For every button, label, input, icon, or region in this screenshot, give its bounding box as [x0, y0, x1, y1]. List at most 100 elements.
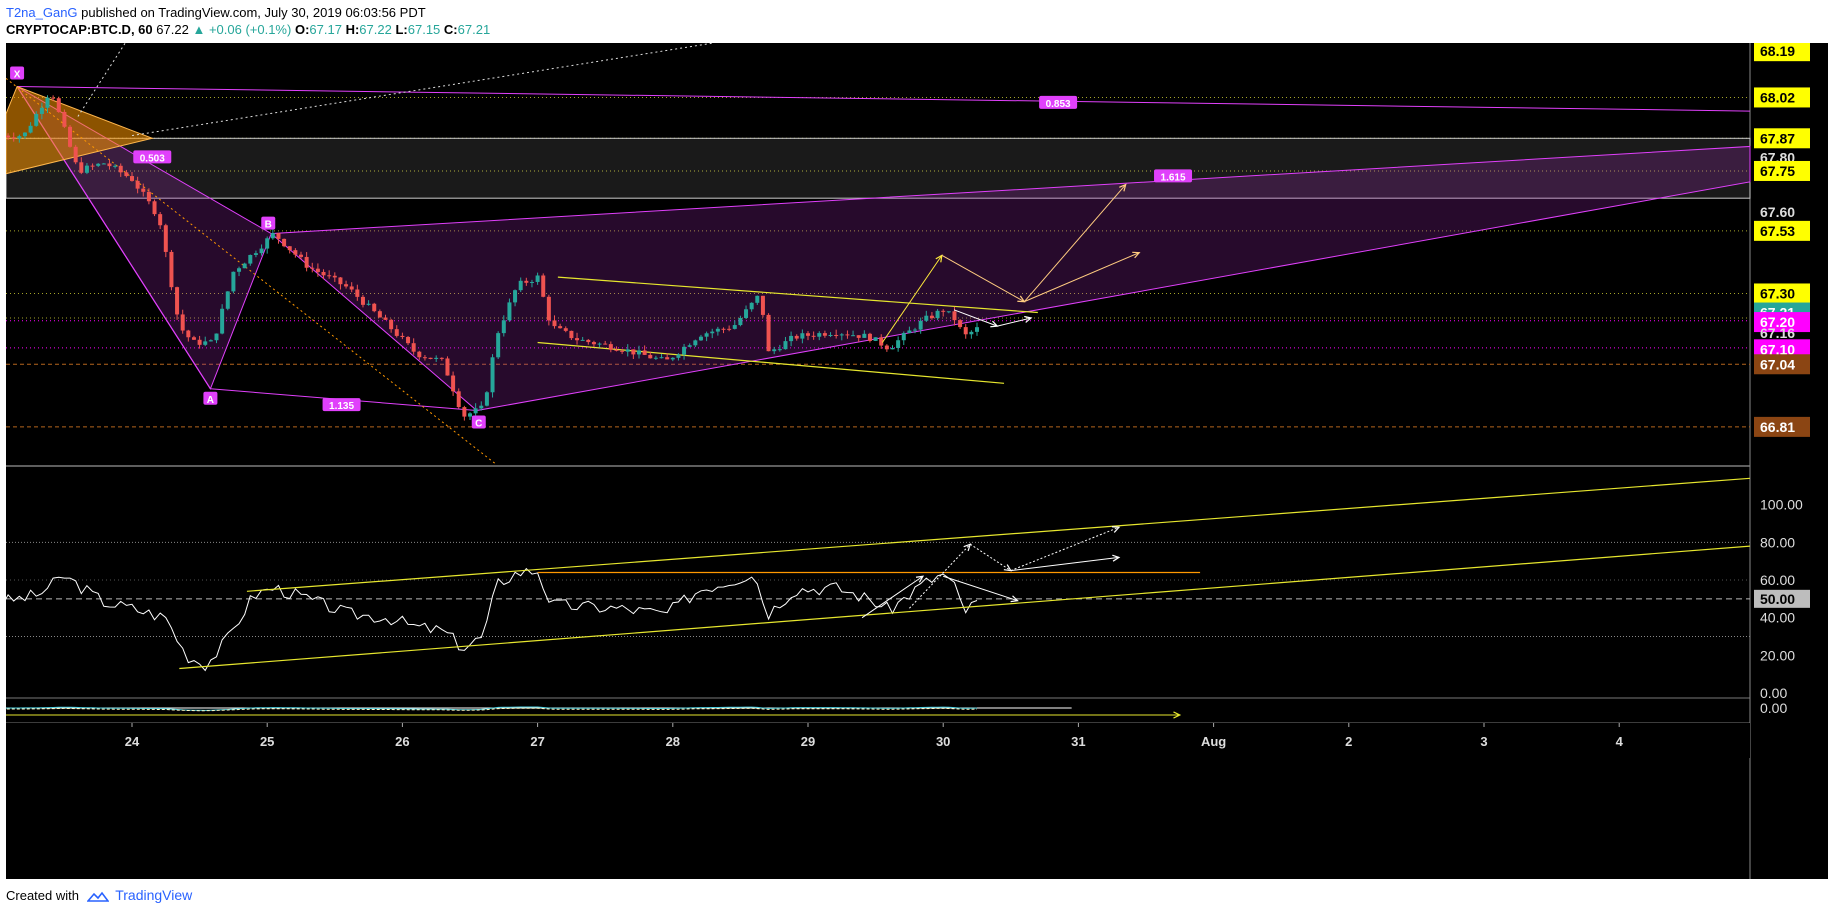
candle-body	[828, 334, 833, 336]
candle-body	[79, 162, 84, 173]
candle-body	[929, 315, 934, 319]
candle-body	[507, 302, 512, 321]
projection-arrow-head	[1119, 183, 1127, 192]
candle-body	[101, 163, 106, 165]
candle-body	[220, 308, 225, 334]
candle-body	[422, 357, 427, 359]
candle-body	[732, 325, 737, 329]
rsi-projection-arrow	[969, 543, 1012, 572]
candle-body	[546, 296, 551, 321]
up-triangle-icon: ▲	[192, 22, 206, 37]
dotted-trendline	[131, 42, 714, 137]
time-tick-label: 2	[1345, 734, 1352, 749]
fib-ratio-label-bg	[1154, 169, 1193, 183]
candle-body	[113, 165, 118, 167]
price-axis-label: 68.02	[1760, 89, 1795, 105]
tradingview-link[interactable]: TradingView	[115, 887, 193, 903]
candle-body	[6, 135, 11, 138]
close-value: 67.21	[457, 22, 491, 37]
rsi-axis-label: 100.00	[1760, 497, 1803, 513]
candle-body	[293, 250, 298, 255]
harmonic-point-c-bg	[471, 415, 486, 429]
candle-body	[777, 349, 782, 351]
candle-body	[693, 340, 698, 346]
candle-body	[310, 267, 315, 269]
chart-frame[interactable]: X A B C 0.503 0.853 1.135 1.615 24 25 26 27 28 29 30 31…	[0, 41, 1828, 879]
candle-body	[501, 320, 506, 334]
candle-body	[56, 98, 61, 112]
harmonic-bcd-triangle	[269, 145, 1751, 412]
candle-body	[304, 256, 309, 268]
candle-body	[867, 333, 872, 341]
tradingview-logo-icon[interactable]	[86, 891, 109, 903]
candle-body	[214, 333, 219, 341]
price-axis-label: 67.53	[1760, 223, 1795, 239]
candle-body	[800, 333, 805, 339]
candle-body	[51, 97, 56, 99]
candle-body	[490, 357, 495, 393]
candle-body	[586, 339, 591, 343]
oscillator-axis-label: 0.00	[1760, 700, 1787, 716]
candle-body	[884, 345, 889, 350]
harmonic-point-x: X	[14, 70, 21, 81]
rsi-axis-label: 50.00	[1760, 591, 1795, 607]
candle-body	[203, 341, 208, 345]
price-axis-label: 66.81	[1760, 419, 1795, 435]
rsi-axis-label: 60.00	[1760, 572, 1795, 588]
candle-body	[952, 311, 957, 321]
projection-arrow-head	[1132, 251, 1141, 259]
candle-body	[389, 319, 394, 330]
candle-body	[73, 146, 78, 163]
oscillator-arrow-head	[1173, 711, 1182, 719]
candle-body	[642, 350, 647, 355]
candle-body	[349, 286, 354, 290]
candle-body	[935, 310, 940, 319]
harmonic-point-b: B	[265, 220, 272, 231]
candle-body	[873, 337, 878, 341]
candle-body	[941, 310, 946, 312]
fib-ratio-label-bg	[322, 398, 361, 412]
candle-body	[84, 165, 89, 173]
author-link[interactable]: T2na_GanG	[6, 5, 78, 20]
candle-body	[755, 295, 760, 303]
candle-body	[265, 238, 270, 249]
candle-body	[963, 327, 968, 335]
candle-body	[107, 163, 112, 167]
price-axis-label: 67.60	[1760, 204, 1795, 220]
candle-body	[462, 407, 467, 417]
harmonic-point-b-bg	[261, 216, 276, 230]
candle-body	[253, 253, 258, 255]
candle-body	[445, 358, 450, 376]
candle-body	[479, 405, 484, 409]
candle-body	[22, 132, 27, 137]
rsi-projection-arrow	[943, 575, 1018, 602]
candle-body	[299, 254, 303, 257]
candle-body	[698, 336, 703, 341]
projection-arrow	[953, 309, 998, 327]
projection-arrow	[1023, 184, 1127, 302]
candle-body	[191, 337, 196, 340]
fib-ratio-label: 0.503	[140, 153, 165, 164]
candle-body	[789, 335, 794, 342]
candle-body	[524, 280, 529, 283]
candle-body	[332, 275, 337, 278]
candle-body	[614, 349, 619, 351]
candle-body	[428, 357, 433, 359]
candle-body	[355, 289, 360, 297]
price-axis-label-bg	[1754, 283, 1810, 304]
time-tick-label: 3	[1480, 734, 1487, 749]
candle-body	[394, 329, 399, 336]
time-tick-label: 28	[666, 734, 680, 749]
candle-body	[760, 295, 765, 315]
time-tick-label: 4	[1616, 734, 1624, 749]
price-change: +0.06 (+0.1%)	[208, 22, 292, 37]
candle-body	[366, 303, 371, 305]
candle-body	[96, 163, 101, 166]
candle-body	[794, 335, 799, 339]
candle-body	[749, 302, 754, 310]
candle-body	[321, 271, 326, 276]
candle-body	[625, 349, 630, 352]
candle-body	[653, 357, 658, 359]
support-trendline	[537, 341, 1005, 384]
